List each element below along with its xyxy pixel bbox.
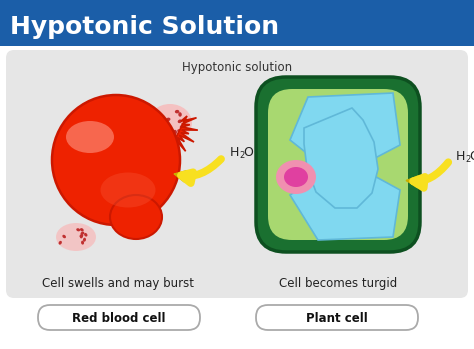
Text: 2: 2: [465, 155, 470, 163]
Ellipse shape: [177, 134, 181, 138]
Ellipse shape: [84, 233, 88, 237]
FancyBboxPatch shape: [256, 305, 418, 330]
FancyBboxPatch shape: [6, 50, 468, 298]
Text: Red blood cell: Red blood cell: [72, 312, 166, 326]
Ellipse shape: [284, 167, 308, 187]
Ellipse shape: [166, 118, 171, 121]
Text: O: O: [469, 149, 474, 163]
Ellipse shape: [148, 104, 192, 142]
Ellipse shape: [163, 120, 167, 124]
Ellipse shape: [177, 129, 182, 133]
Ellipse shape: [66, 121, 114, 153]
Ellipse shape: [59, 241, 62, 245]
Ellipse shape: [175, 110, 179, 113]
Text: 2: 2: [239, 151, 244, 161]
Text: H: H: [230, 147, 239, 159]
FancyBboxPatch shape: [256, 77, 420, 252]
Ellipse shape: [163, 134, 167, 138]
Ellipse shape: [152, 111, 155, 116]
Text: Hypotonic Solution: Hypotonic Solution: [10, 15, 279, 39]
FancyBboxPatch shape: [38, 305, 200, 330]
Ellipse shape: [173, 130, 177, 134]
Ellipse shape: [81, 240, 84, 245]
Text: Cell swells and may burst: Cell swells and may burst: [42, 276, 194, 290]
Ellipse shape: [180, 125, 184, 129]
Polygon shape: [290, 93, 400, 240]
Polygon shape: [175, 116, 198, 151]
Ellipse shape: [52, 95, 180, 225]
Polygon shape: [304, 108, 378, 208]
Ellipse shape: [80, 235, 83, 238]
Ellipse shape: [63, 235, 66, 238]
Ellipse shape: [80, 234, 83, 237]
Text: Plant cell: Plant cell: [306, 312, 368, 326]
Ellipse shape: [110, 195, 162, 239]
FancyBboxPatch shape: [268, 89, 408, 240]
Ellipse shape: [56, 223, 96, 251]
Ellipse shape: [158, 123, 163, 126]
Text: H: H: [456, 149, 465, 163]
Text: Cell becomes turgid: Cell becomes turgid: [279, 276, 397, 290]
Ellipse shape: [178, 119, 182, 123]
Ellipse shape: [81, 232, 84, 235]
Ellipse shape: [80, 228, 84, 231]
Ellipse shape: [178, 112, 182, 117]
Ellipse shape: [276, 160, 316, 194]
FancyBboxPatch shape: [0, 0, 474, 46]
Text: O: O: [243, 147, 253, 159]
Ellipse shape: [83, 238, 86, 242]
Text: Hypotonic solution: Hypotonic solution: [182, 61, 292, 74]
Ellipse shape: [100, 172, 155, 208]
Ellipse shape: [76, 228, 80, 231]
